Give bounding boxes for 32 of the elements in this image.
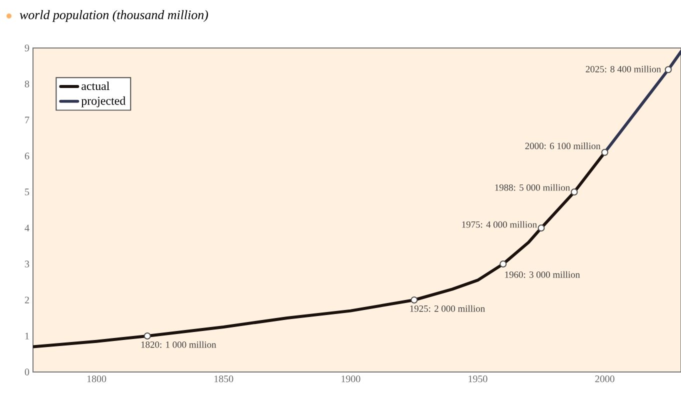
annotation: 1988: 5 000 million (495, 184, 570, 191)
annotation: 1975: 4 000 million (462, 221, 537, 228)
y-tick-label: 0 (24, 368, 30, 376)
y-tick-label: 6 (24, 152, 30, 160)
annotation: 1820: 1 000 million (141, 341, 216, 348)
point (601, 148, 608, 156)
y-tick-label: 1 (25, 332, 29, 340)
annotation: 2025: 8 400 million (586, 66, 661, 72)
legend-label: projected (81, 96, 126, 108)
annotation: 2000: 6 100 million (525, 142, 600, 150)
y-tick-label: 9 (24, 44, 30, 52)
point (500, 260, 507, 268)
x-tick-label: 1950 (468, 376, 488, 382)
annotation: 1960: 3 000 million (505, 271, 580, 278)
point (144, 332, 151, 340)
y-tick-label: 2 (24, 296, 29, 304)
y-tick-label: 4 (24, 224, 30, 232)
x-tick-label: 1850 (214, 376, 234, 382)
y-tick-label: 5 (25, 188, 30, 196)
annotation: 1925: 2 000 million (410, 305, 485, 312)
point (570, 188, 578, 196)
legend-label: actual (82, 82, 110, 90)
point (664, 66, 672, 74)
chart-title: world population (thousand million) (20, 10, 208, 22)
x-tick-label: 1900 (342, 376, 360, 382)
x-tick-label: 2000 (595, 376, 614, 382)
x-tick-label: 1800 (87, 376, 106, 382)
y-tick-label: 7 (25, 116, 30, 124)
point (538, 224, 545, 232)
y-tick-label: 3 (24, 260, 30, 268)
y-tick-label: 8 (24, 80, 30, 88)
point (410, 296, 418, 304)
